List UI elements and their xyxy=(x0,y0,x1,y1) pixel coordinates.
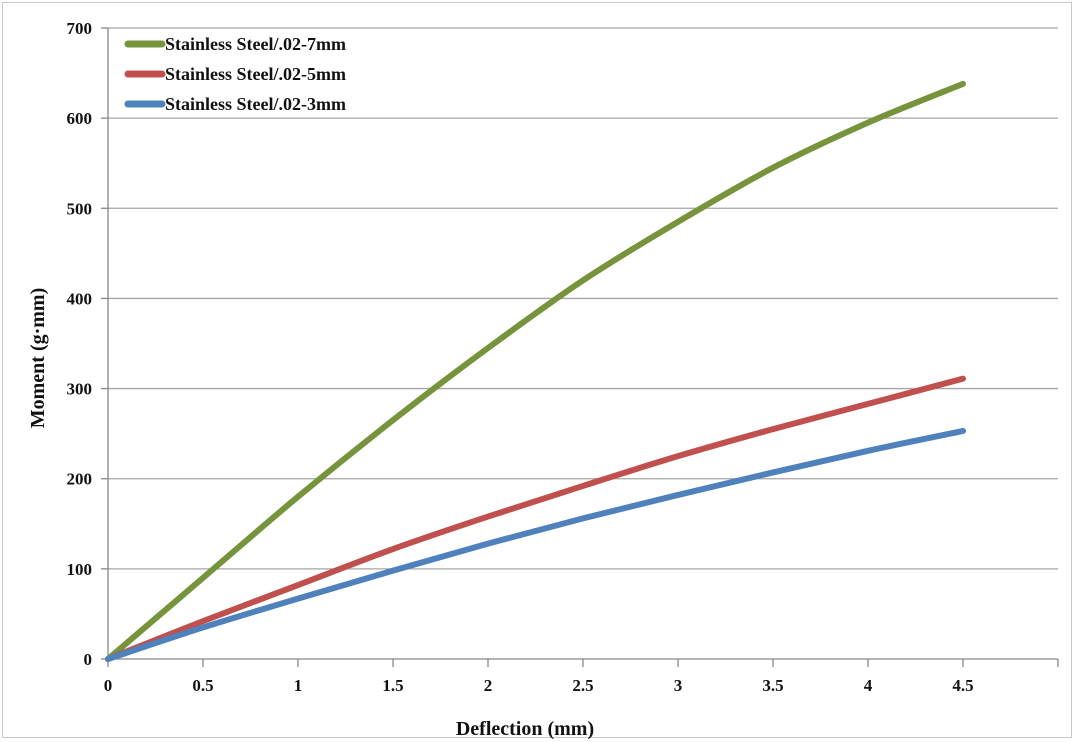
series-lines xyxy=(105,80,966,662)
y-tick-label: 300 xyxy=(67,380,93,399)
y-tick-label: 0 xyxy=(84,650,93,669)
x-tick-label: 0 xyxy=(104,676,113,695)
y-tick-label: 500 xyxy=(67,199,93,218)
y-tick-label: 200 xyxy=(67,470,93,489)
gridlines xyxy=(108,27,1058,570)
x-tick-label: 3.5 xyxy=(762,676,783,695)
x-tick-label: 4 xyxy=(864,676,873,695)
x-tick-label: 4.5 xyxy=(952,676,973,695)
x-tick-label: 2.5 xyxy=(572,676,593,695)
x-tick-label: 1.5 xyxy=(382,676,403,695)
legend: Stainless Steel/.02-7mm Stainless Steel/.… xyxy=(124,34,346,114)
x-tick-label: 1 xyxy=(294,676,303,695)
x-tick-label: 0.5 xyxy=(192,676,213,695)
y-axis-title: Moment (g·mm) xyxy=(27,288,49,429)
x-tick-labels: 0 0.5 1 1.5 2 2.5 3 3.5 4 4.5 xyxy=(104,676,974,695)
x-tick-label: 3 xyxy=(674,676,683,695)
x-axis-title: Deflection (mm) xyxy=(456,718,594,740)
legend-label: Stainless Steel/.02-3mm xyxy=(165,94,346,114)
series-line-2 xyxy=(105,375,966,662)
series-line-1 xyxy=(105,80,966,662)
y-tick-label: 700 xyxy=(67,19,93,38)
y-tick-label: 600 xyxy=(67,109,93,128)
axes xyxy=(101,27,1059,667)
y-tick-labels: 0 100 200 300 400 500 600 700 xyxy=(67,19,93,669)
series-line-3 xyxy=(105,427,966,662)
y-tick-label: 100 xyxy=(67,560,93,579)
legend-label: Stainless Steel/.02-5mm xyxy=(165,64,346,84)
legend-label: Stainless Steel/.02-7mm xyxy=(165,34,346,54)
y-tick-label: 400 xyxy=(67,289,93,308)
x-tick-label: 2 xyxy=(484,676,493,695)
